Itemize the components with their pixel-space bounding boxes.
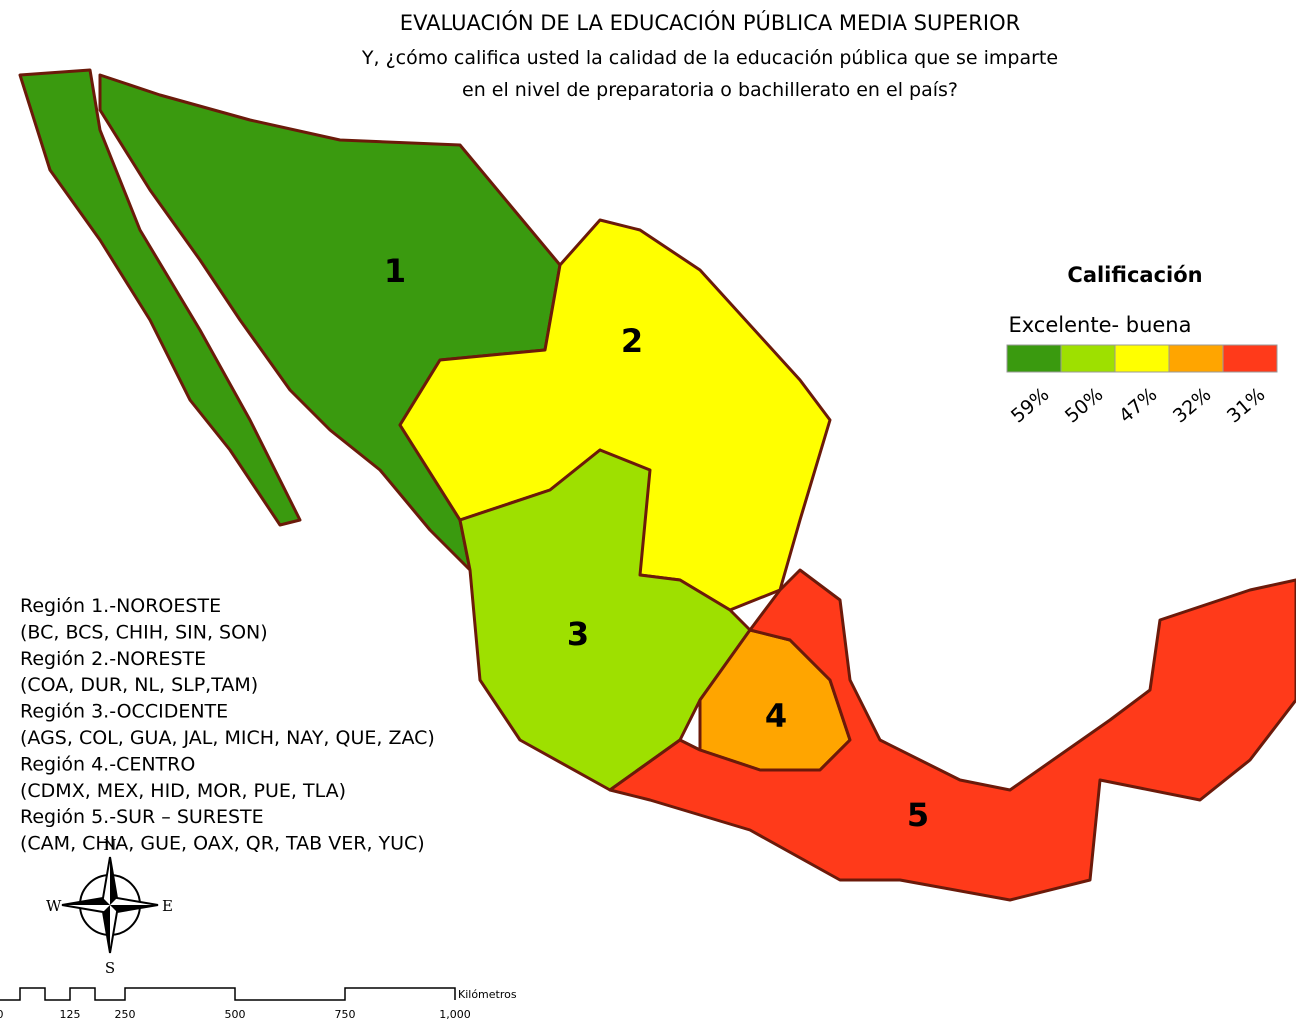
region-labels: 1 2 3 4 5: [384, 252, 929, 834]
legend-label: 59%: [1007, 383, 1053, 427]
compass-n: N: [103, 836, 116, 854]
legend-swatch: [1222, 344, 1278, 373]
region-list-item: Región 2.-NORESTE: [20, 648, 206, 670]
legend-label: 47%: [1115, 383, 1161, 427]
compass-e: E: [162, 897, 173, 915]
compass: N S E W: [46, 836, 173, 977]
region-list-item: (COA, DUR, NL, SLP,TAM): [20, 674, 258, 696]
scale-label: 250: [115, 1008, 136, 1021]
scale-label: 0: [0, 1008, 4, 1021]
legend-label: 32%: [1169, 383, 1215, 427]
regions: [18, 68, 1296, 902]
region: [608, 568, 1296, 902]
region-list: Región 1.-NOROESTE (BC, BCS, CHIH, SIN, S…: [20, 595, 435, 855]
legend-swatch: [1168, 344, 1224, 373]
region-list-item: Región 1.-NOROESTE: [20, 595, 221, 617]
subtitle: en el nivel de preparatoria o bachillera…: [462, 79, 958, 101]
region-list-item: (CDMX, MEX, HID, MOR, PUE, TLA): [20, 780, 346, 802]
scale-labels: 0 125 250 500 750 1,000: [0, 1008, 471, 1021]
region-label: 3: [567, 615, 589, 653]
region-label: 2: [621, 322, 643, 360]
region-list-item: Región 3.-OCCIDENTE: [20, 701, 228, 723]
scale-label: 125: [60, 1008, 81, 1021]
region: [18, 68, 302, 527]
scale-label: 500: [225, 1008, 246, 1021]
region-list-item: Región 4.-CENTRO: [20, 753, 195, 775]
scale-label: 1,000: [439, 1008, 471, 1021]
compass-s: S: [105, 959, 115, 977]
scale-unit: Kilómetros: [458, 988, 517, 1001]
legend-label: 31%: [1223, 383, 1269, 427]
legend-title: Calificación: [1067, 263, 1202, 287]
region-list-item: (BC, BCS, CHIH, SIN, SON): [20, 621, 268, 643]
legend-label: 50%: [1061, 383, 1107, 427]
region-list-item: (CAM, CHIA, GUE, OAX, QR, TAB VER, YUC): [20, 833, 425, 855]
legend: 59% 50% 47% 32% 31%: [1006, 344, 1278, 427]
region-label: 4: [765, 697, 787, 735]
title: EVALUACIÓN DE LA EDUCACIÓN PÚBLICA MEDIA…: [400, 10, 1020, 35]
legend-swatch: [1114, 344, 1170, 373]
region-list-item: (AGS, COL, GUA, JAL, MICH, NAY, QUE, ZAC…: [20, 727, 435, 749]
region-list-item: Región 5.-SUR – SURESTE: [20, 806, 264, 828]
scale-bar: [0, 987, 456, 1001]
legend-swatch: [1060, 344, 1116, 373]
scale-label: 750: [335, 1008, 356, 1021]
region-label: 5: [907, 796, 929, 834]
legend-subtitle: Excelente- buena: [1008, 313, 1191, 337]
subtitle: Y, ¿cómo califica usted la calidad de la…: [361, 47, 1058, 69]
region-label: 1: [384, 252, 406, 290]
compass-w: W: [46, 897, 62, 915]
legend-swatch: [1006, 344, 1062, 373]
